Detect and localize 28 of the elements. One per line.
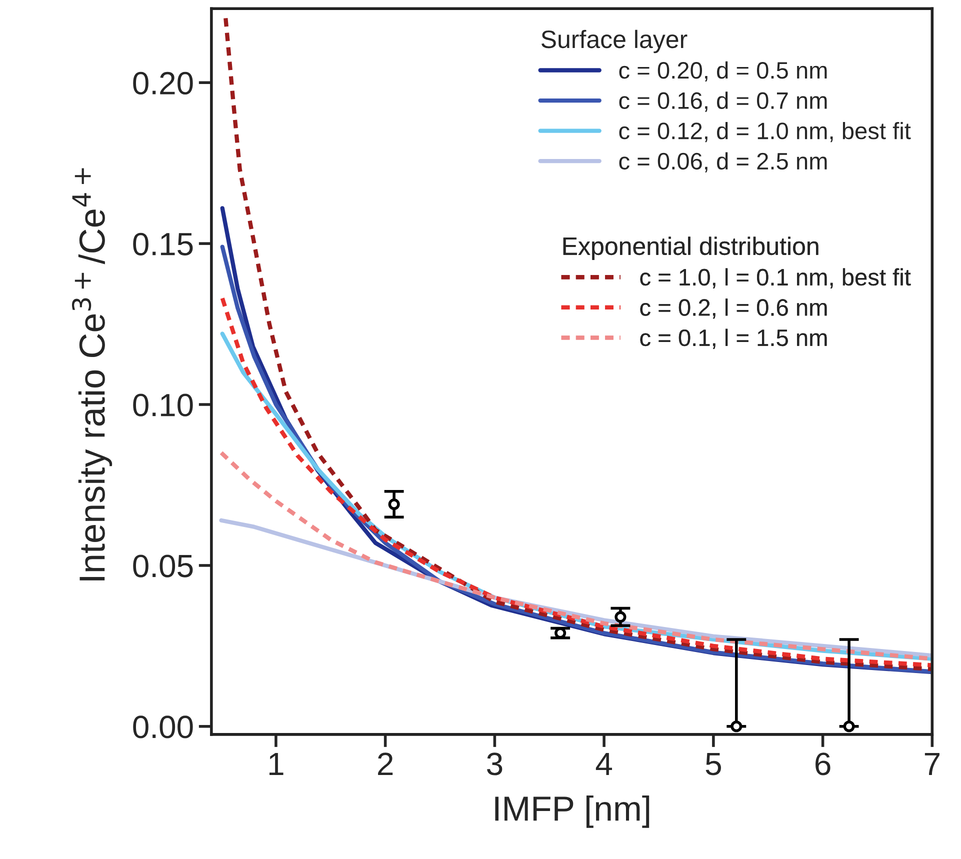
text: Exponential distribution: [563, 236, 818, 260]
x-tick-label: 7: [924, 752, 940, 775]
text: Surface layer: [541, 30, 688, 54]
x-tick-label: 6: [816, 752, 830, 776]
y-tick-label: 0.10: [133, 394, 193, 416]
y-tick-label: 0.15: [133, 232, 193, 256]
line-series: [224, 16, 932, 672]
x-tick-label: 1: [270, 752, 284, 775]
legend-label: c = 1.0, l = 0.1 nm, best fit: [640, 268, 911, 288]
point: [843, 720, 855, 732]
y-tick-label: 0.05: [133, 554, 193, 578]
legend-label: c = 0.1, l = 1.5 nm: [640, 328, 827, 349]
y-axis-title: Intensity ratio Ce$^{3+}$/Ce$^{4+}$: [72, 168, 112, 580]
point: [388, 498, 400, 510]
point: [730, 720, 742, 732]
legend-label: c = 0.2, l = 0.6 nm: [640, 298, 827, 319]
legend-label: c = 0.16, d = 0.7 nm: [619, 92, 827, 112]
x-tick-label: 5: [706, 752, 721, 776]
legend-label: c = 0.20, d = 0.5 nm: [619, 61, 827, 82]
legend-label: c = 0.12, d = 1.0 nm, best fit: [619, 122, 911, 142]
x-tick-label: 2: [378, 752, 393, 775]
legend-label: c = 0.06, d = 2.5 nm: [619, 152, 827, 172]
x-tick-label: 4: [596, 752, 612, 775]
y-tick-label: 0.00: [133, 716, 193, 738]
y-tick-label: 0.20: [133, 72, 193, 95]
x-tick-label: 3: [487, 752, 502, 776]
x-axis-title: IMFP [nm]: [495, 795, 650, 828]
point: [614, 611, 626, 623]
